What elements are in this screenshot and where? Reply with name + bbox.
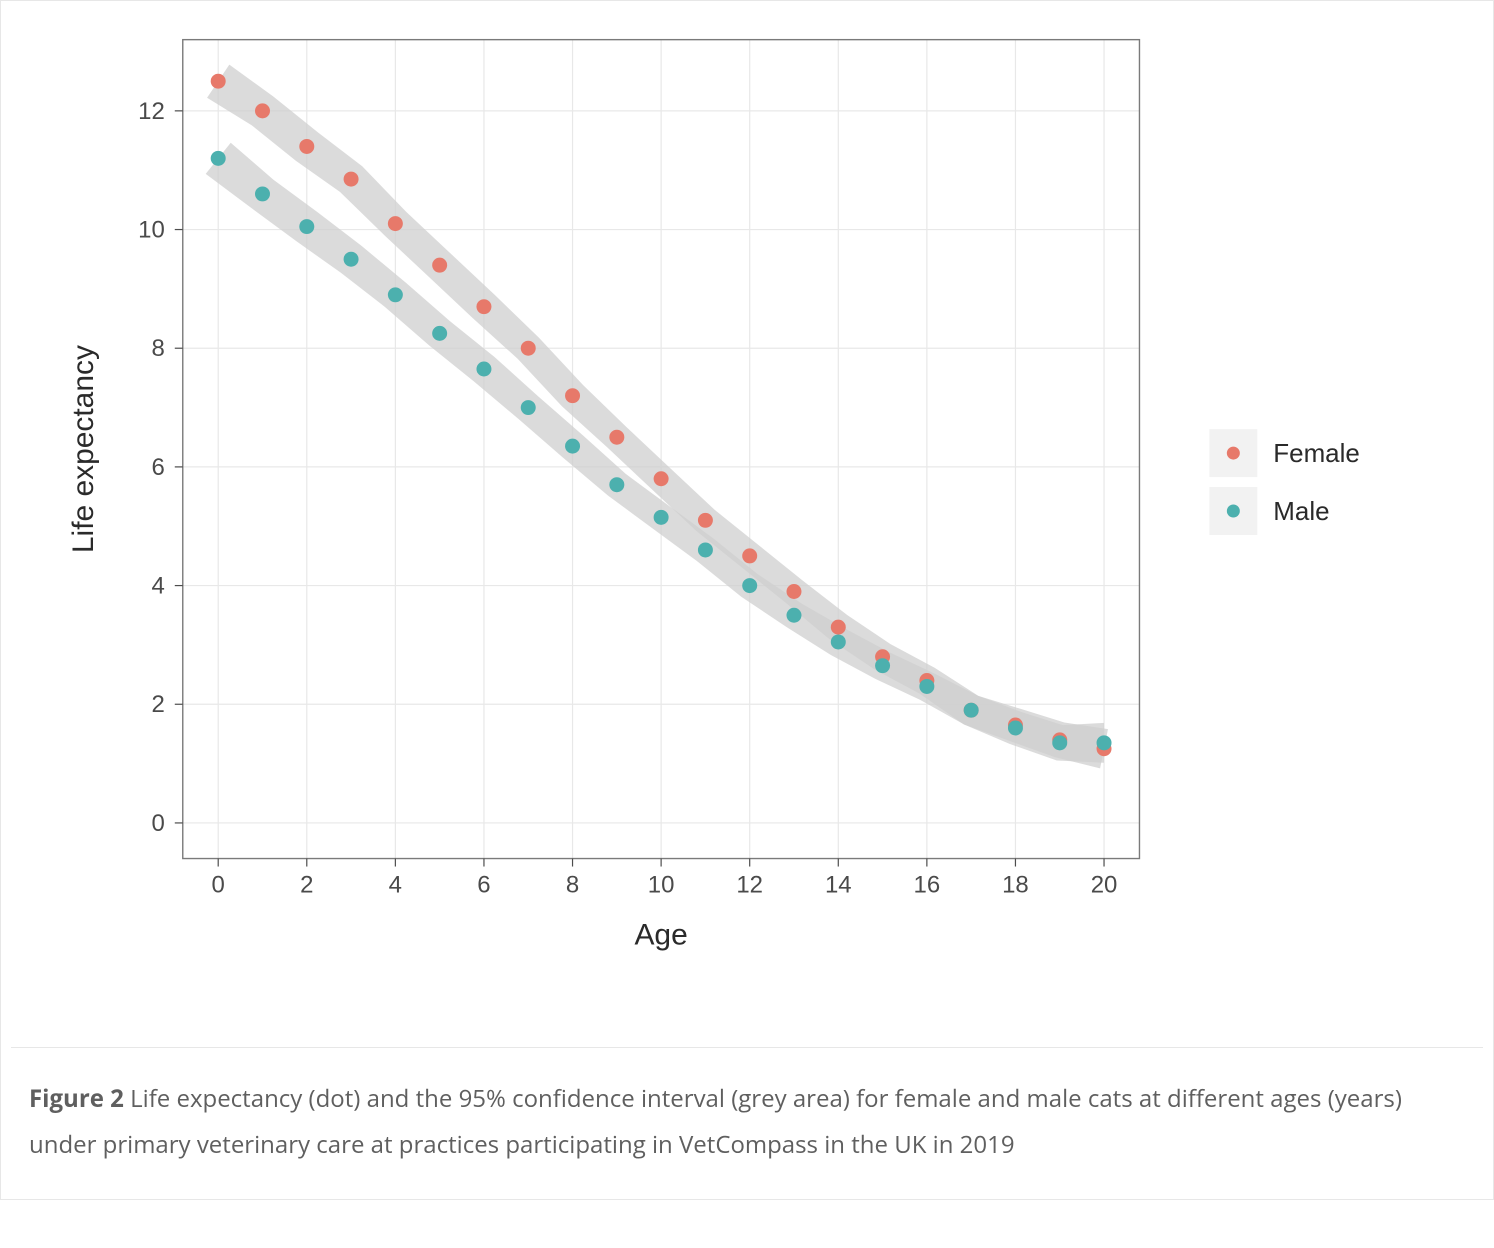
point-male	[521, 400, 536, 415]
point-female	[521, 341, 536, 356]
point-male	[344, 252, 359, 267]
x-tick-label: 12	[736, 871, 763, 898]
point-female	[831, 620, 846, 635]
point-female	[255, 103, 270, 118]
point-female	[476, 299, 491, 314]
point-male	[211, 151, 226, 166]
point-female	[344, 172, 359, 187]
point-male	[388, 287, 403, 302]
y-tick-label: 6	[151, 454, 164, 481]
point-female	[565, 388, 580, 403]
figure-caption: Figure 2 Life expectancy (dot) and the 9…	[11, 1047, 1483, 1189]
y-tick-label: 2	[151, 691, 164, 718]
point-female	[299, 139, 314, 154]
x-tick-label: 4	[389, 871, 402, 898]
y-tick-label: 4	[151, 573, 164, 600]
point-male	[1052, 735, 1067, 750]
point-male	[919, 679, 934, 694]
point-female	[609, 430, 624, 445]
point-female	[211, 74, 226, 89]
point-male	[698, 542, 713, 557]
point-male	[742, 578, 757, 593]
point-male	[654, 510, 669, 525]
point-male	[432, 326, 447, 341]
x-tick-label: 10	[648, 871, 675, 898]
point-female	[654, 471, 669, 486]
point-female	[787, 584, 802, 599]
x-tick-label: 8	[566, 871, 579, 898]
point-male	[609, 477, 624, 492]
x-tick-label: 14	[825, 871, 852, 898]
legend-swatch-male	[1227, 505, 1240, 518]
point-male	[875, 658, 890, 673]
point-male	[831, 634, 846, 649]
chart-row: 0 2 4 6 8 10 12 14 16 18 20 0 2 4 6 8 10 12 Age Life expect…	[11, 9, 1483, 1029]
point-male	[964, 703, 979, 718]
legend-label-female: Female	[1273, 438, 1360, 468]
y-tick-label: 0	[151, 810, 164, 837]
point-female	[698, 513, 713, 528]
life-expectancy-chart: 0 2 4 6 8 10 12 14 16 18 20 0 2 4 6 8 10 12 Age Life expect…	[11, 9, 1483, 1029]
y-tick-label: 12	[138, 98, 165, 125]
point-male	[1008, 721, 1023, 736]
x-tick-label: 18	[1002, 871, 1029, 898]
y-axis-title: Life expectancy	[67, 345, 100, 553]
legend-swatch-female	[1227, 447, 1240, 460]
x-tick-label: 0	[212, 871, 225, 898]
point-male	[787, 608, 802, 623]
y-tick-label: 10	[138, 217, 165, 244]
x-tick-label: 20	[1091, 871, 1118, 898]
point-female	[742, 548, 757, 563]
x-tick-label: 6	[477, 871, 490, 898]
point-male	[476, 361, 491, 376]
x-tick-label: 16	[914, 871, 941, 898]
legend-label-male: Male	[1273, 496, 1329, 526]
point-male	[565, 439, 580, 454]
x-tick-label: 2	[300, 871, 313, 898]
caption-text: Life expectancy (dot) and the 95% confid…	[29, 1082, 1402, 1161]
point-male	[1097, 735, 1112, 750]
point-female	[432, 258, 447, 273]
point-male	[255, 186, 270, 201]
caption-lead: Figure 2	[29, 1082, 124, 1115]
figure-container: 0 2 4 6 8 10 12 14 16 18 20 0 2 4 6 8 10 12 Age Life expect…	[0, 0, 1494, 1200]
y-tick-label: 8	[151, 335, 164, 362]
point-female	[388, 216, 403, 231]
x-axis-title: Age	[634, 918, 687, 951]
point-male	[299, 219, 314, 234]
